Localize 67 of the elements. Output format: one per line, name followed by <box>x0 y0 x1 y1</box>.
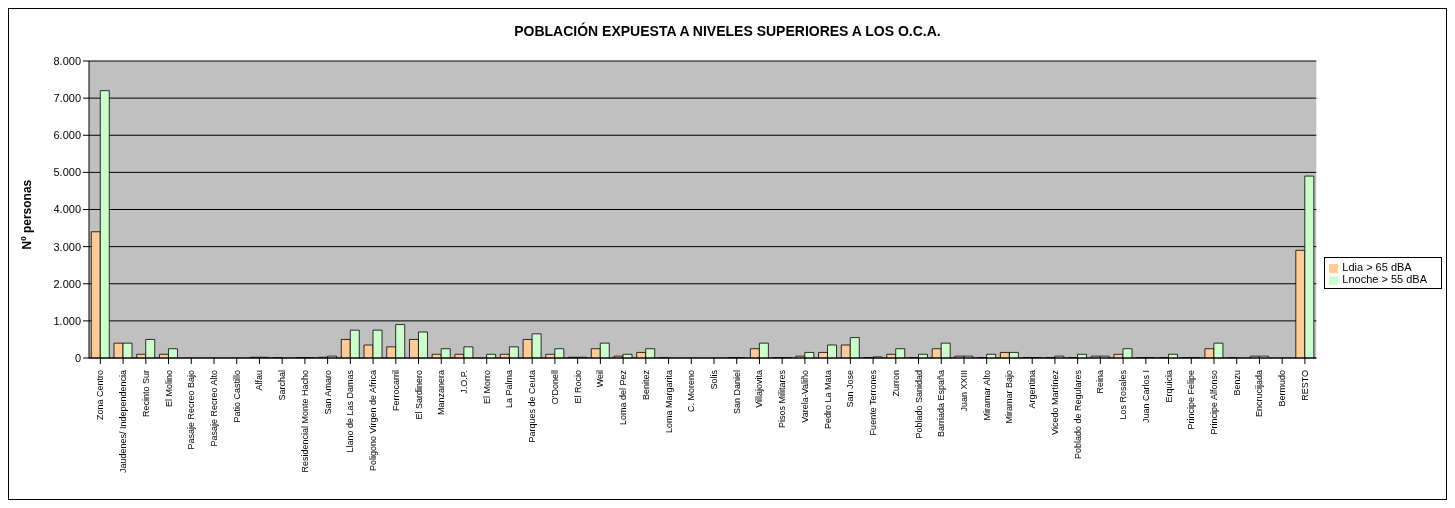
x-tick-label: Juan Carlos I <box>1140 370 1151 424</box>
y-axis-title: Nº personas <box>20 179 35 250</box>
x-tick-label: El Sardinero <box>413 370 424 420</box>
x-tick-label: Miramar Bajo <box>1004 370 1015 424</box>
x-tick-label: Manzanera <box>436 370 447 416</box>
y-tick-label: 5.000 <box>53 166 81 179</box>
y-tick-label: 7.000 <box>53 92 81 105</box>
x-tick-label: Fuente Terrones <box>868 369 879 436</box>
x-tick-label: Encrucijada <box>1254 370 1265 418</box>
x-tick-label: Patio Castillo <box>231 370 242 423</box>
x-tick-label: Solis <box>709 369 719 390</box>
x-tick-label: San Amaro <box>322 370 333 415</box>
x-tick-label: Benzu <box>1231 370 1242 396</box>
x-tick-label: Recinto Sur <box>140 370 151 418</box>
x-tick-label: Bermudo <box>1277 370 1288 407</box>
y-tick-label: 4.000 <box>53 203 81 216</box>
x-tick-label: Pasaje Recreo Alto <box>209 370 219 447</box>
x-tick-label: Residencial Monte Hacho <box>299 370 310 473</box>
x-tick-label: El Rocio <box>572 370 583 404</box>
x-tick-label: Loma Margarita <box>663 370 674 434</box>
x-tick-label: Llano de Las Damas <box>345 369 356 453</box>
x-tick-label: Los Rosales <box>1118 369 1129 420</box>
x-tick-label: Vicedo Martínez <box>1049 369 1060 435</box>
x-tick-label: La Palma <box>504 370 515 409</box>
x-tick-label: Miramar Alto <box>981 370 992 421</box>
x-tick-label: RESTO <box>1299 370 1310 401</box>
x-tick-label: Parques de Ceuta <box>527 370 538 443</box>
x-tick-label: Benitez <box>640 369 651 401</box>
x-tick-label: Poblado de Regulares <box>1072 369 1083 460</box>
x-tick-label: Alfau <box>254 370 265 391</box>
legend-label: Lnoche > 55 dBA <box>1342 273 1427 285</box>
y-tick-label: 2.000 <box>53 277 81 290</box>
y-tick-label: 8.000 <box>53 54 81 67</box>
chart-title: POBLACIÓN EXPUESTA A NIVELES SUPERIORES A LOS O.C.A. <box>513 21 942 41</box>
x-tick-label: El Molino <box>163 370 174 408</box>
x-tick-label: Jaudenes/ Independencia <box>118 370 129 474</box>
x-tick-label: Pasaje Recreo Bajo <box>186 370 197 450</box>
x-tick-label: Villajovita <box>754 370 765 408</box>
x-tick-label: Poblado Sanidad <box>913 370 924 439</box>
x-tick-label: O'Donell <box>549 370 560 405</box>
x-tick-label: J.O.P. <box>459 370 469 394</box>
x-tick-label: San Jose <box>845 370 856 408</box>
x-tick-label: Weil <box>595 370 606 388</box>
x-tick-label: El Morro <box>481 370 492 405</box>
x-tick-label: Pedro La Mata <box>822 370 833 430</box>
x-tick-label: Zurron <box>890 370 901 397</box>
y-tick-label: 0 <box>74 351 81 364</box>
x-tick-label: Reina <box>1095 370 1106 394</box>
x-tick-label: Erquicia <box>1163 370 1174 403</box>
x-tick-label: C. Moreno <box>686 370 697 413</box>
x-tick-label: Loma del Pez <box>618 369 629 426</box>
x-tick-label: Principe Alfonso <box>1209 370 1220 435</box>
x-tick-label: Sarchal <box>277 370 288 401</box>
x-tick-label: Barriada España <box>936 370 947 438</box>
x-tick-label: Argentina <box>1027 370 1038 409</box>
y-tick-label: 1.000 <box>53 314 81 327</box>
x-tick-label: Poligono Virgen de Africa <box>368 370 379 471</box>
x-tick-label: San Daniel <box>731 370 742 415</box>
x-tick-label: Ferrocarril <box>390 370 401 412</box>
x-tick-label: Varela-Valiño <box>799 370 810 423</box>
x-tick-label: Pisos Militares <box>777 369 788 429</box>
legend-label: Ldia > 65 dBA <box>1342 261 1412 273</box>
y-tick-label: 3.000 <box>53 240 81 253</box>
x-tick-label: Principe Felipe <box>1186 370 1197 430</box>
y-tick-label: 6.000 <box>53 129 81 142</box>
x-tick-label: Zona Centro <box>95 370 106 421</box>
x-tick-label: Juan XXIII <box>959 370 970 412</box>
